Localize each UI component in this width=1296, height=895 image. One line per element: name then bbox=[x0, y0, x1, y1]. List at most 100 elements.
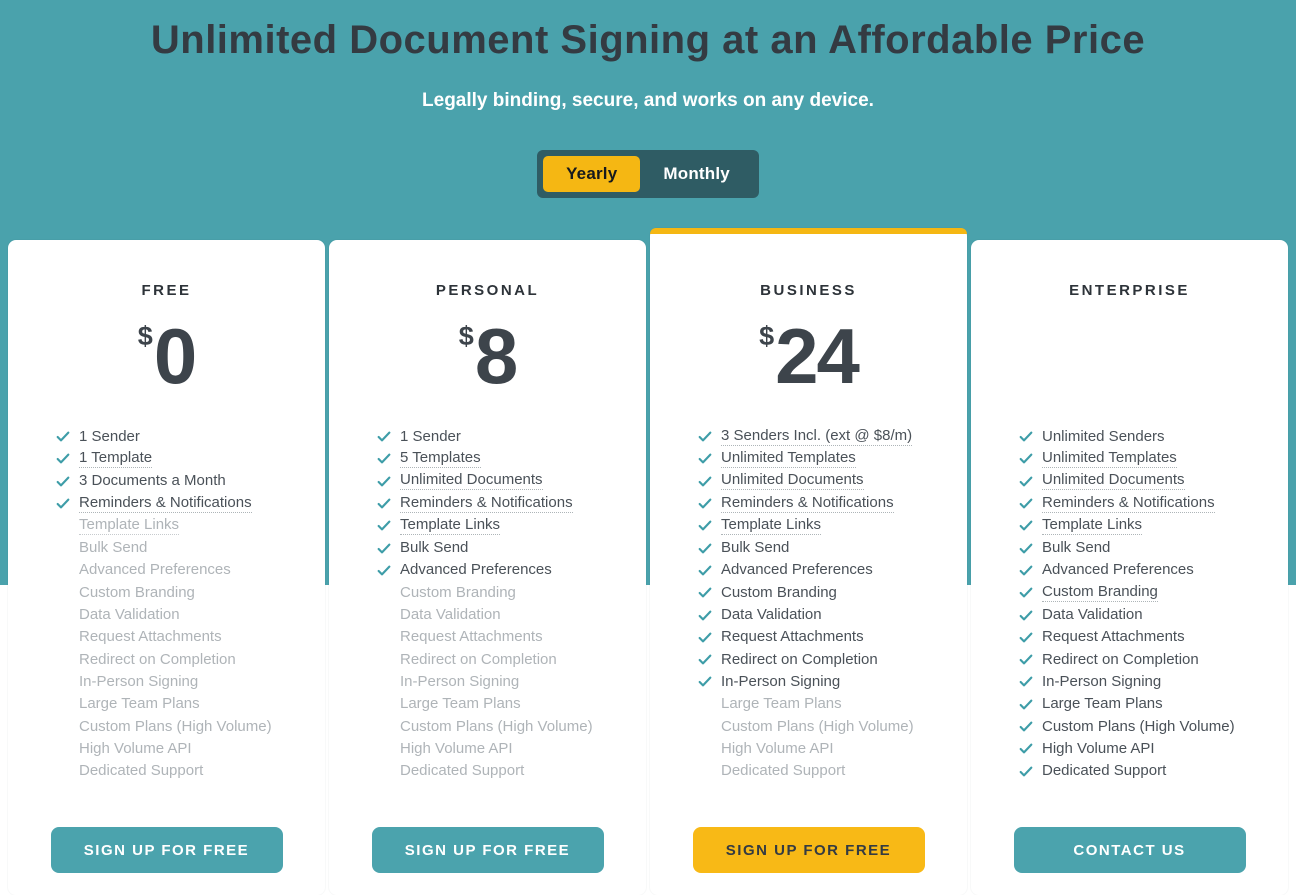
feature-row: Large Team Plans bbox=[376, 693, 636, 715]
feature-label[interactable]: Template Links bbox=[721, 515, 822, 535]
feature-label: Request Attachments bbox=[721, 628, 864, 646]
check-icon bbox=[1018, 584, 1034, 600]
feature-label: Redirect on Completion bbox=[79, 650, 236, 668]
feature-label: Request Attachments bbox=[1042, 628, 1185, 646]
feature-label: Unlimited Senders bbox=[1042, 427, 1165, 445]
check-icon bbox=[697, 584, 713, 600]
feature-label[interactable]: Reminders & Notifications bbox=[400, 493, 573, 513]
check-icon bbox=[1018, 740, 1034, 756]
feature-label[interactable]: Template Links bbox=[1042, 515, 1143, 535]
feature-row: High Volume API bbox=[1018, 737, 1278, 759]
feature-list: Unlimited Senders Unlimited Templates Un… bbox=[971, 425, 1288, 782]
plan-name: FREE bbox=[141, 282, 192, 299]
feature-label: In-Person Signing bbox=[1042, 672, 1162, 690]
feature-label[interactable]: Template Links bbox=[79, 515, 180, 535]
feature-row: Dedicated Support bbox=[55, 759, 315, 781]
check-icon bbox=[376, 428, 392, 444]
check-icon bbox=[697, 517, 713, 533]
check-icon bbox=[697, 562, 713, 578]
feature-label[interactable]: 5 Templates bbox=[400, 448, 481, 468]
toggle-option-monthly[interactable]: Monthly bbox=[640, 156, 753, 192]
feature-label[interactable]: Unlimited Documents bbox=[400, 471, 543, 491]
feature-label[interactable]: Custom Branding bbox=[1042, 582, 1158, 602]
feature-label[interactable]: Reminders & Notifications bbox=[721, 493, 894, 513]
check-icon bbox=[376, 495, 392, 511]
plan-card-free: FREE $0 1 Sender 1 Template 3 Documents … bbox=[8, 240, 325, 895]
feature-label[interactable]: Template Links bbox=[400, 515, 501, 535]
feature-label: In-Person Signing bbox=[400, 672, 520, 690]
featured-accent-bar bbox=[650, 228, 967, 234]
feature-label[interactable]: Reminders & Notifications bbox=[1042, 493, 1215, 513]
feature-label: Large Team Plans bbox=[1042, 695, 1163, 713]
cta-button-enterprise[interactable]: CONTACT US bbox=[1013, 827, 1246, 873]
plan-price: $24 bbox=[650, 313, 967, 417]
check-icon bbox=[55, 450, 71, 466]
feature-row: Unlimited Senders bbox=[1018, 425, 1278, 447]
feature-label[interactable]: Unlimited Documents bbox=[1042, 471, 1185, 491]
feature-row: 1 Sender bbox=[376, 425, 636, 447]
feature-label: In-Person Signing bbox=[79, 672, 199, 690]
check-icon bbox=[55, 495, 71, 511]
cta-button-personal[interactable]: SIGN UP FOR FREE bbox=[371, 827, 604, 873]
toggle-option-yearly[interactable]: Yearly bbox=[543, 156, 641, 192]
check-icon bbox=[697, 629, 713, 645]
price-value: 0 bbox=[153, 312, 197, 400]
plan-card-enterprise: ENTERPRISE Unlimited Senders Unlimited T… bbox=[971, 240, 1288, 895]
plan-price: $0 bbox=[8, 313, 325, 417]
feature-list: 1 Sender 1 Template 3 Documents a Month … bbox=[8, 425, 325, 782]
check-icon bbox=[697, 607, 713, 623]
feature-label: Redirect on Completion bbox=[400, 650, 557, 668]
feature-label[interactable]: 3 Senders Incl. (ext @ $8/m) bbox=[721, 426, 913, 446]
feature-row: Template Links bbox=[376, 514, 636, 536]
feature-row: Unlimited Templates bbox=[697, 447, 957, 469]
cta-button-free[interactable]: SIGN UP FOR FREE bbox=[50, 827, 283, 873]
plan-price bbox=[971, 313, 1288, 417]
feature-label: Custom Branding bbox=[721, 583, 837, 601]
currency-symbol: $ bbox=[458, 321, 474, 351]
feature-label[interactable]: Unlimited Documents bbox=[721, 471, 864, 491]
feature-row: 1 Template bbox=[55, 447, 315, 469]
plan-card-personal: PERSONAL $8 1 Sender 5 Templates Unlimit… bbox=[329, 240, 646, 895]
feature-row: Unlimited Documents bbox=[1018, 470, 1278, 492]
feature-row: 3 Documents a Month bbox=[55, 470, 315, 492]
check-icon bbox=[1018, 450, 1034, 466]
feature-row: Unlimited Templates bbox=[1018, 447, 1278, 469]
feature-row: Reminders & Notifications bbox=[376, 492, 636, 514]
feature-label[interactable]: Unlimited Templates bbox=[1042, 448, 1177, 468]
feature-row: Custom Plans (High Volume) bbox=[697, 715, 957, 737]
feature-row: Large Team Plans bbox=[1018, 693, 1278, 715]
feature-label: Custom Plans (High Volume) bbox=[1042, 717, 1235, 735]
check-icon bbox=[1018, 473, 1034, 489]
feature-row: Advanced Preferences bbox=[55, 559, 315, 581]
feature-row: Request Attachments bbox=[376, 626, 636, 648]
feature-row: Custom Branding bbox=[376, 581, 636, 603]
feature-row: Unlimited Documents bbox=[697, 470, 957, 492]
feature-label: Data Validation bbox=[400, 606, 501, 624]
pricing-header: Unlimited Document Signing at an Afforda… bbox=[0, 0, 1296, 198]
feature-label: High Volume API bbox=[400, 739, 513, 757]
plan-name: BUSINESS bbox=[760, 282, 857, 299]
feature-row: 3 Senders Incl. (ext @ $8/m) bbox=[697, 425, 957, 447]
feature-label: Redirect on Completion bbox=[721, 650, 878, 668]
price-value: 8 bbox=[474, 312, 518, 400]
cta-button-business[interactable]: SIGN UP FOR FREE bbox=[692, 827, 925, 873]
feature-list: 3 Senders Incl. (ext @ $8/m) Unlimited T… bbox=[650, 425, 967, 782]
feature-row: Custom Branding bbox=[1018, 581, 1278, 603]
feature-label: In-Person Signing bbox=[721, 672, 841, 690]
check-icon bbox=[1018, 718, 1034, 734]
check-icon bbox=[376, 450, 392, 466]
feature-row: High Volume API bbox=[697, 737, 957, 759]
check-icon bbox=[1018, 607, 1034, 623]
feature-row: Large Team Plans bbox=[697, 693, 957, 715]
feature-label[interactable]: 1 Template bbox=[79, 448, 153, 468]
feature-row: 5 Templates bbox=[376, 447, 636, 469]
feature-label: Large Team Plans bbox=[79, 695, 200, 713]
feature-label[interactable]: Reminders & Notifications bbox=[79, 493, 252, 513]
check-icon bbox=[1018, 763, 1034, 779]
feature-label: Custom Plans (High Volume) bbox=[721, 717, 914, 735]
feature-label: Request Attachments bbox=[400, 628, 543, 646]
feature-row: In-Person Signing bbox=[697, 670, 957, 692]
feature-row: Dedicated Support bbox=[376, 759, 636, 781]
feature-label[interactable]: Unlimited Templates bbox=[721, 448, 856, 468]
feature-row: Bulk Send bbox=[376, 536, 636, 558]
